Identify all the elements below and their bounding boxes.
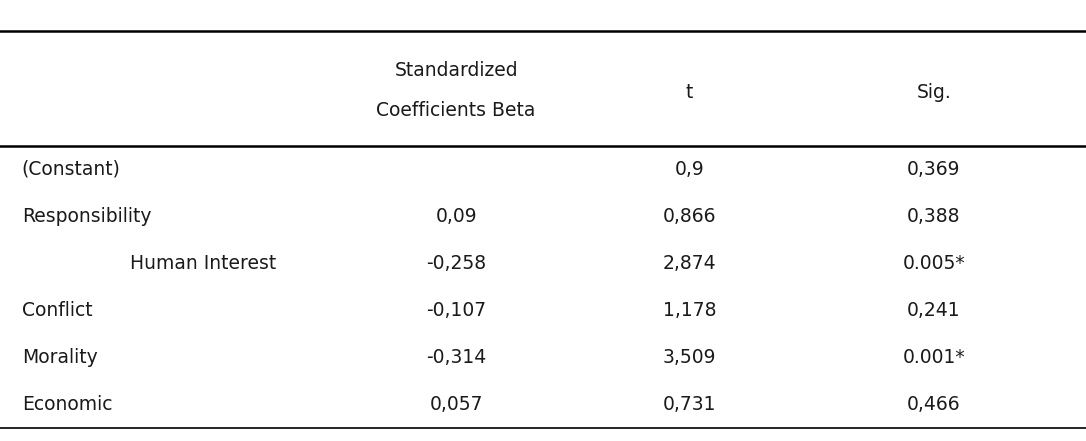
Text: 0,466: 0,466 [907, 395, 961, 414]
Text: 0,057: 0,057 [429, 395, 483, 414]
Text: -0,258: -0,258 [426, 254, 487, 273]
Text: t: t [686, 83, 693, 102]
Text: 0.005*: 0.005* [902, 254, 965, 273]
Text: 0,866: 0,866 [662, 206, 717, 226]
Text: 0.001*: 0.001* [902, 348, 965, 367]
Text: -0,314: -0,314 [426, 348, 487, 367]
Text: 0,241: 0,241 [907, 301, 961, 320]
Text: Conflict: Conflict [22, 301, 92, 320]
Text: Sig.: Sig. [917, 83, 951, 102]
Text: 1,178: 1,178 [662, 301, 717, 320]
Text: 0,731: 0,731 [662, 395, 717, 414]
Text: Coefficients Beta: Coefficients Beta [377, 101, 535, 120]
Text: Economic: Economic [22, 395, 112, 414]
Text: Standardized: Standardized [394, 61, 518, 80]
Text: -0,107: -0,107 [426, 301, 487, 320]
Text: Human Interest: Human Interest [130, 254, 277, 273]
Text: (Constant): (Constant) [22, 160, 121, 179]
Text: 2,874: 2,874 [662, 254, 717, 273]
Text: Morality: Morality [22, 348, 98, 367]
Text: 0,369: 0,369 [907, 160, 961, 179]
Text: 3,509: 3,509 [662, 348, 717, 367]
Text: 0,9: 0,9 [674, 160, 705, 179]
Text: Responsibility: Responsibility [22, 206, 151, 226]
Text: 0,388: 0,388 [907, 206, 961, 226]
Text: 0,09: 0,09 [435, 206, 477, 226]
